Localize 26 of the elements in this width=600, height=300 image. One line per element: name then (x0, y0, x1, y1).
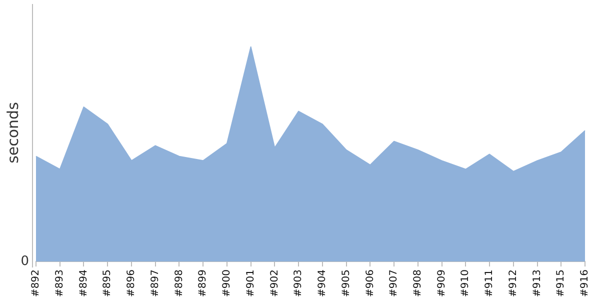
x-tick-label: #913 (532, 270, 543, 298)
x-tick-label: #897 (150, 270, 161, 298)
x-tick-label: #900 (222, 270, 233, 298)
x-tick-label: #901 (245, 270, 256, 298)
x-tick-label: #916 (580, 270, 591, 298)
x-tick-label: #895 (102, 270, 114, 298)
x-tick-label: #894 (78, 270, 90, 298)
x-tick-label: #892 (30, 270, 42, 298)
x-tick-label: #908 (412, 270, 424, 298)
x-tick-label: #911 (484, 270, 496, 298)
x-tick-label: #906 (364, 270, 376, 298)
x-tick-label: #899 (198, 270, 209, 298)
x-tick-label: #910 (460, 270, 472, 298)
x-tick-label: #915 (556, 270, 567, 298)
x-tick-label: #893 (54, 270, 66, 298)
x-tick-label: #905 (340, 270, 352, 298)
x-tick-label: #902 (269, 270, 280, 298)
text: 0 (20, 254, 29, 269)
x-tick-label: #903 (293, 270, 304, 298)
x-tick-label: #896 (126, 270, 138, 298)
x-tick-label: #909 (436, 270, 448, 298)
y-axis-title: seconds (4, 102, 22, 164)
x-tick-label: #907 (388, 270, 400, 298)
x-tick-label: #912 (508, 270, 519, 298)
x-tick-label: #904 (317, 270, 328, 298)
x-tick-label: #898 (174, 270, 185, 298)
